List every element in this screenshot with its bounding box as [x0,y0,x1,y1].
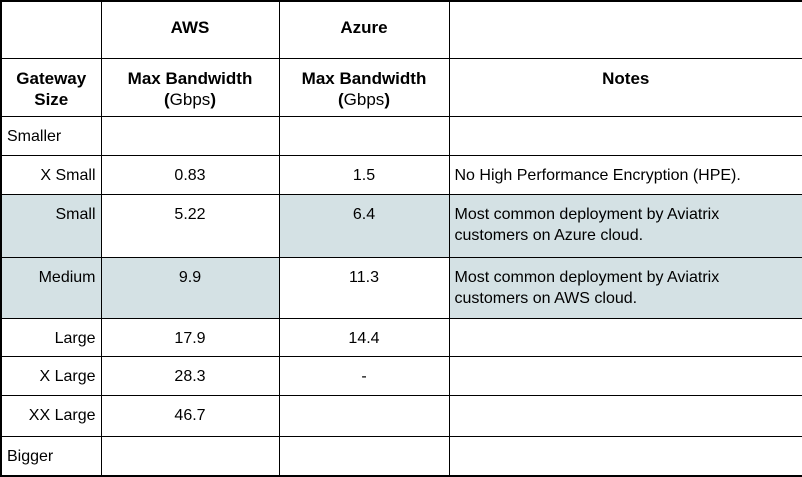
aws-bandwidth-cell: 28.3 [100,355,280,396]
table-row-smaller: Smaller [0,115,802,156]
table-row-xx-large: XX Large 46.7 [0,394,802,437]
gateway-size-header-line2: Size [34,89,69,109]
table-row-large: Large 17.9 14.4 [0,317,802,357]
aws-max-bandwidth-header: Max Bandwidth (Gbps) [100,57,280,117]
gateway-size-header: Gateway Size [0,57,102,117]
paren-open: ( [164,89,170,109]
notes-cell [448,355,802,396]
notes-cell [448,317,802,357]
notes-cell: Most common deployment by Aviatrix custo… [448,256,802,319]
table-row-x-small: X Small 0.83 1.5 No High Performance Enc… [0,154,802,195]
azure-bandwidth-cell [278,115,450,156]
azure-max-bandwidth-label: Max Bandwidth [301,68,427,88]
azure-bandwidth-cell: 14.4 [278,317,450,357]
aws-bandwidth-unit: (Gbps) [107,89,274,110]
aws-bandwidth-cell: 9.9 [100,256,280,319]
gateway-size-cell: X Large [0,355,102,396]
gateway-size-cell: Large [0,317,102,357]
azure-bandwidth-cell: 1.5 [278,154,450,195]
notes-cell [448,435,802,477]
paren-close: ) [384,89,390,109]
gateway-size-header-line1: Gateway [16,68,87,88]
empty-header-cell [448,0,802,59]
empty-corner-cell [0,0,102,59]
gbps-unit-label: Gbps [169,89,211,109]
paren-open: ( [338,89,344,109]
paren-close: ) [210,89,216,109]
aws-max-bandwidth-label: Max Bandwidth [127,68,253,88]
azure-bandwidth-cell [278,435,450,477]
gateway-size-cell: Small [0,193,102,258]
cloud-header-row: AWS Azure [0,0,802,59]
gateway-size-cell: Medium [0,256,102,319]
column-header-row: Gateway Size Max Bandwidth (Gbps) Max Ba… [0,57,802,117]
azure-max-bandwidth-header: Max Bandwidth (Gbps) [278,57,450,117]
azure-bandwidth-cell [278,394,450,437]
azure-bandwidth-cell: 11.3 [278,256,450,319]
azure-bandwidth-cell: 6.4 [278,193,450,258]
notes-header: Notes [448,57,802,117]
gateway-size-cell: X Small [0,154,102,195]
aws-bandwidth-cell: 0.83 [100,154,280,195]
aws-bandwidth-cell: 46.7 [100,394,280,437]
aws-bandwidth-cell: 5.22 [100,193,280,258]
gbps-unit-label: Gbps [343,89,385,109]
table-row-bigger: Bigger [0,435,802,477]
aws-bandwidth-cell: 17.9 [100,317,280,357]
notes-cell: Most common deployment by Aviatrix custo… [448,193,802,258]
table-row-small: Small 5.22 6.4 Most common deployment by… [0,193,802,258]
azure-column-header: Azure [278,0,450,59]
aws-bandwidth-cell [100,115,280,156]
table-row-x-large: X Large 28.3 - [0,355,802,396]
aws-bandwidth-cell [100,435,280,477]
notes-cell: No High Performance Encryption (HPE). [448,154,802,195]
aws-column-header: AWS [100,0,280,59]
table-row-medium: Medium 9.9 11.3 Most common deployment b… [0,256,802,319]
azure-bandwidth-unit: (Gbps) [285,89,444,110]
azure-bandwidth-cell: - [278,355,450,396]
notes-cell [448,115,802,156]
notes-cell [448,394,802,437]
gateway-size-cell: Smaller [0,115,102,156]
gateway-size-cell: XX Large [0,394,102,437]
gateway-size-cell: Bigger [0,435,102,477]
